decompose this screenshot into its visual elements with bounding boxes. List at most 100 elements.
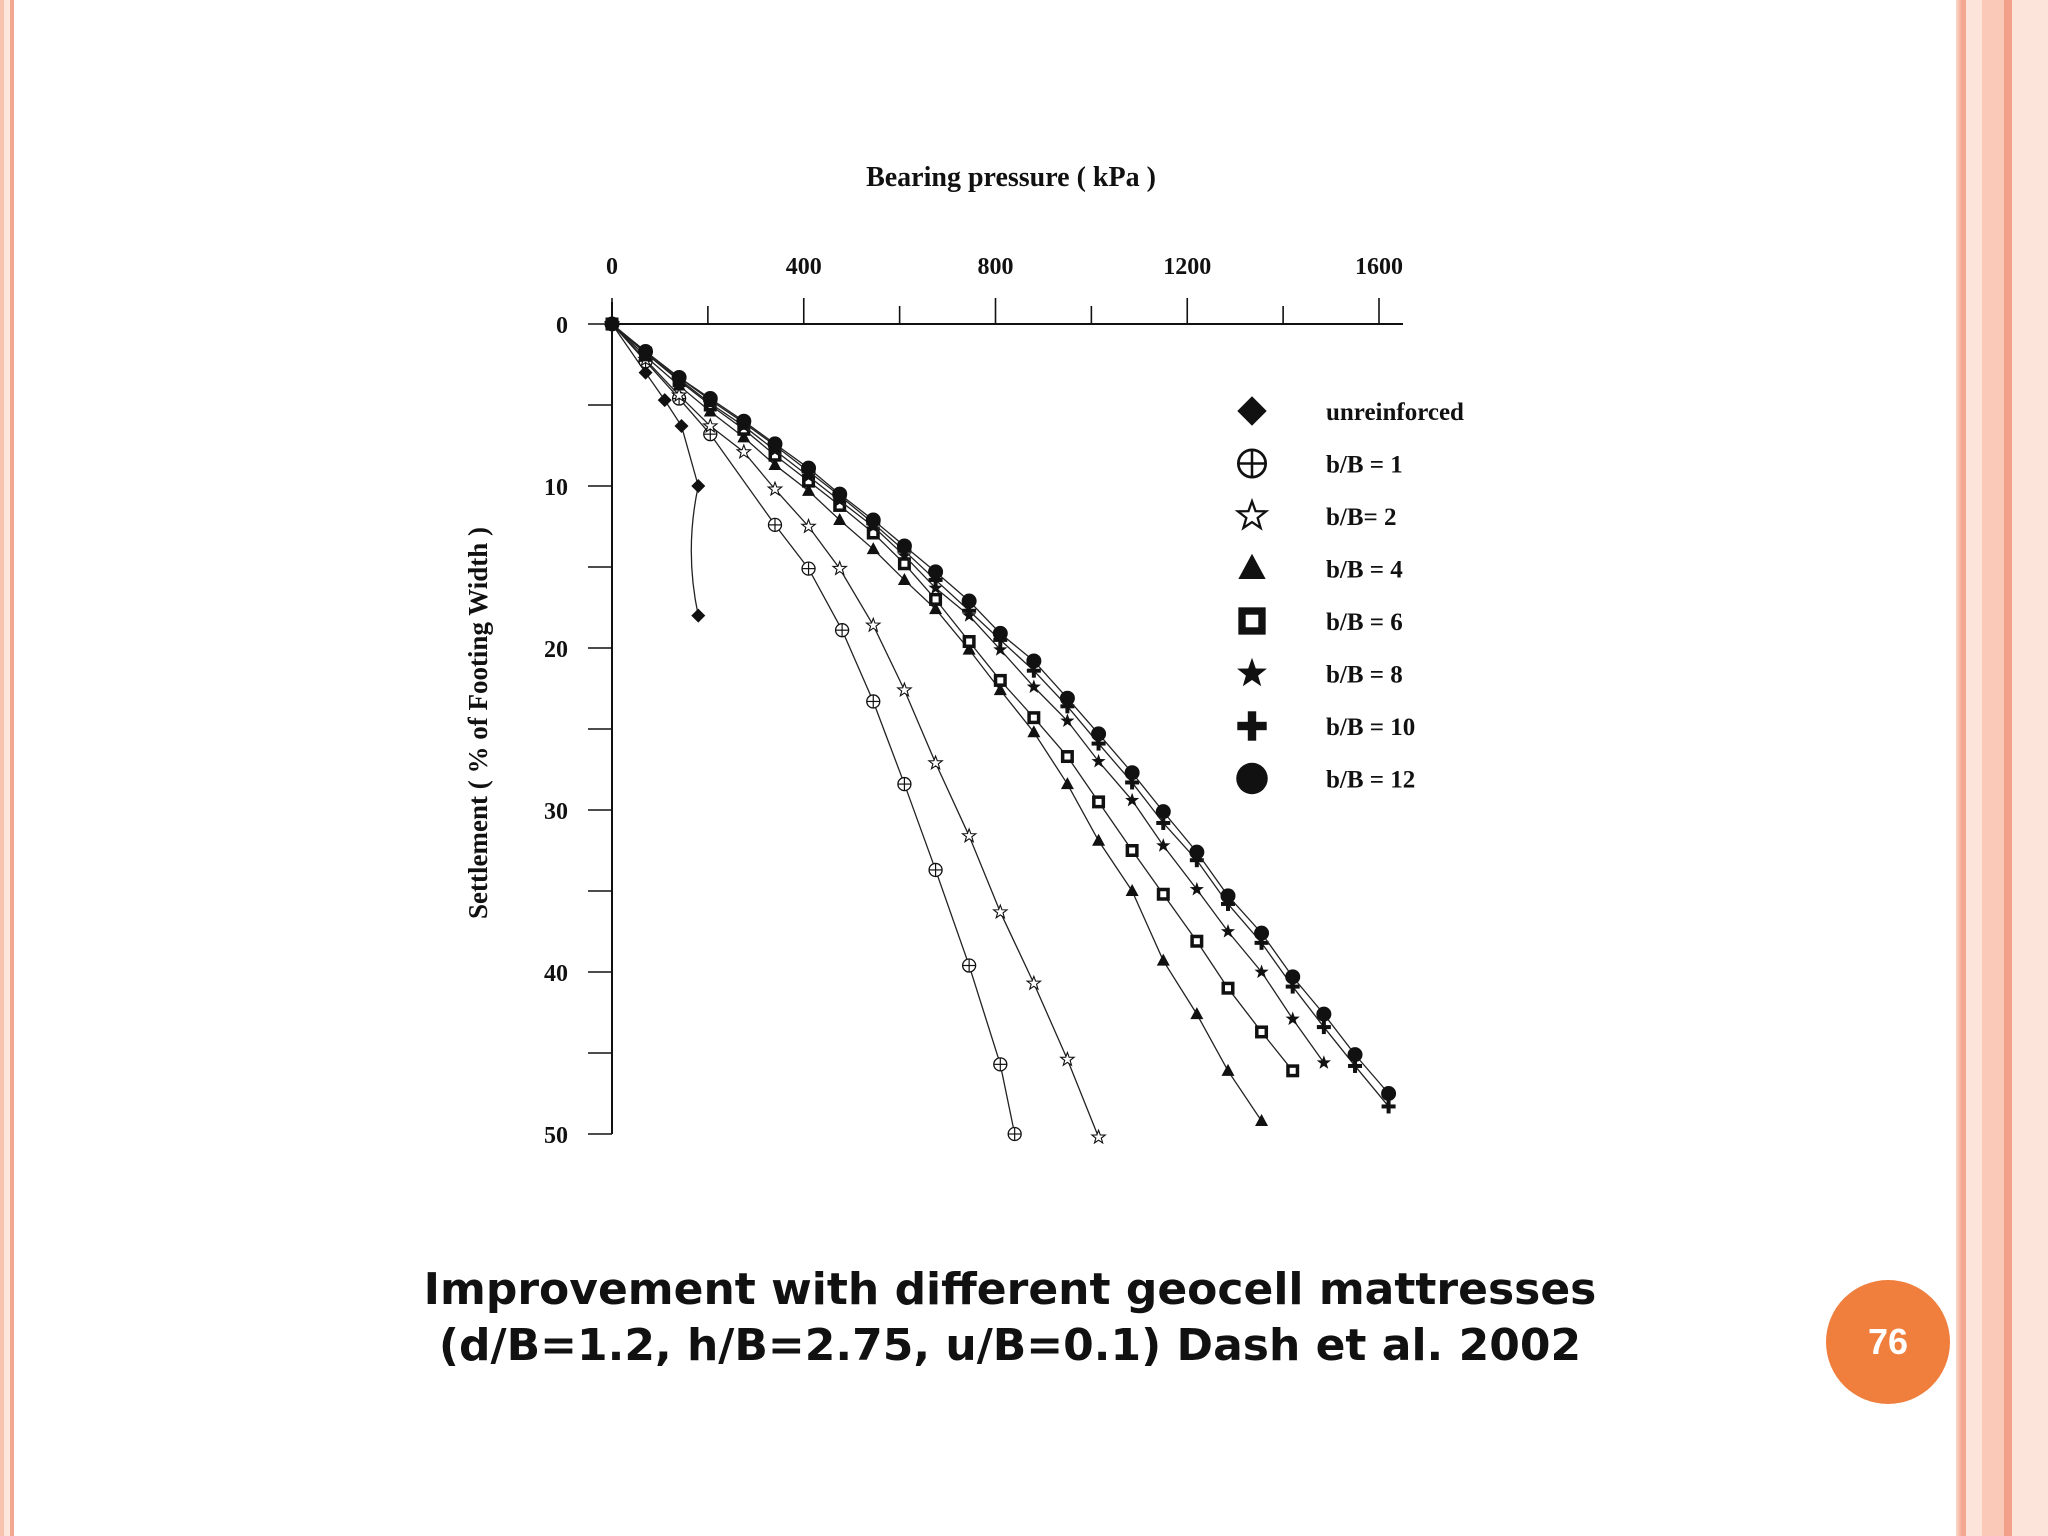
data-point-b-b-12 [992,625,1008,641]
legend-marker-b-b-8 [1237,657,1267,687]
data-point-b-b-12 [1189,844,1205,860]
left-border-decoration [0,0,22,1536]
legend-marker-b-b-6 [1238,607,1266,635]
data-point-b-b-2 [897,682,912,697]
data-point-b-b-6 [962,635,976,649]
data-point-b-b-2 [1091,1129,1106,1144]
data-point-b-b-12 [1155,804,1171,820]
data-point-b-b-12 [767,436,783,452]
x-tick-label: 400 [786,254,822,280]
axes: 0 400 800 1200 1600 0 10 20 30 40 50 [544,254,1403,1149]
data-point-b-b-1 [928,862,943,878]
data-point-b-b-4 [1156,953,1170,966]
data-point-b-b-12 [1220,888,1236,904]
x-tick-label: 800 [978,254,1014,280]
legend-label-b-b-8: b/B = 8 [1326,662,1403,689]
legend-label-unreinforced: unreinforced [1326,399,1464,426]
data-point-b-b-6 [897,557,911,571]
data-point-b-b-1 [897,776,912,792]
data-point-b-b-1 [834,623,850,638]
data-point-b-b-1 [993,1057,1008,1072]
data-point-b-b-8 [1220,924,1236,938]
caption-line-1: Improvement with different geocell mattr… [423,1264,1597,1315]
data-point-b-b-12 [896,538,912,554]
x-tick-label: 0 [606,254,618,280]
caption-line-2: (d/B=1.2, h/B=2.75, u/B=0.1) Dash et al.… [438,1320,1582,1371]
data-point-b-b-6 [1125,844,1139,857]
data-point-b-b-1 [767,517,783,533]
legend-label-b-b-1: b/B = 1 [1326,452,1403,479]
data-point-b-b-12 [1347,1047,1363,1063]
data-point-b-b-4 [1092,833,1106,846]
page-number-badge: 76 [1826,1280,1950,1404]
series-line-b-b-10 [611,323,1390,1107]
y-axis-title: Settlement ( % of Footing Width ) [463,527,493,919]
data-point-b-b-8 [1156,838,1171,852]
legend-marker-b-b-10 [1237,711,1267,741]
data-point-b-b-4 [833,513,847,526]
series-line-b-b-8 [611,323,1325,1064]
data-point-unreinforced [657,393,672,408]
data-point-b-b-6 [1286,1064,1300,1078]
data-point-b-b-12 [1316,1006,1332,1022]
legend-marker-unreinforced [1237,396,1267,426]
data-point-b-b-12 [865,512,881,528]
data-point-b-b-8 [1285,1011,1300,1026]
series-layer [604,316,1397,1144]
series-line-unreinforced [611,323,699,616]
legend-marker-b-b-2 [1236,500,1268,530]
data-point-b-b-12 [1381,1086,1397,1101]
data-point-unreinforced [674,419,689,434]
y-tick-label: 30 [544,799,568,825]
data-point-b-b-12 [1091,726,1107,742]
data-point-b-b-1 [866,694,881,709]
data-point-b-b-6 [1255,1025,1269,1039]
data-point-b-b-2 [866,617,881,632]
x-tick-label: 1600 [1355,254,1403,280]
data-point-b-b-12 [1124,765,1140,781]
slide-caption: Improvement with different geocell mattr… [300,1262,1720,1374]
data-point-unreinforced [691,479,706,493]
data-point-b-b-12 [671,369,687,385]
series-line-b-b-1 [611,323,1016,1135]
series-line-b-b-2 [611,323,1100,1138]
data-point-b-b-4 [1255,1114,1269,1127]
data-point-b-b-1 [1007,1126,1022,1142]
data-point-b-b-12 [801,460,817,476]
data-point-b-b-2 [928,755,943,770]
data-point-b-b-12 [1285,969,1301,985]
data-point-b-b-12 [1254,925,1270,941]
x-tick-label: 1200 [1163,254,1211,280]
data-point-b-b-12 [961,593,977,609]
data-point-unreinforced [691,608,706,623]
data-point-b-b-2 [1060,1051,1075,1066]
data-point-b-b-4 [1125,884,1139,896]
data-point-b-b-6 [1027,711,1041,725]
legend-label-b-b-4: b/B = 4 [1326,557,1403,584]
y-tick-label: 50 [544,1123,568,1149]
data-point-b-b-6 [1092,795,1106,809]
legend-marker-b-b-12 [1236,762,1268,795]
data-point-b-b-2 [993,904,1008,919]
legend-label-b-b-2: b/B= 2 [1326,504,1397,531]
legend-marker-b-b-4 [1238,553,1266,579]
data-point-b-b-12 [736,413,752,429]
series-line-b-b-4 [611,323,1263,1122]
data-point-b-b-12 [702,391,718,407]
data-point-b-b-2 [1026,975,1042,990]
data-point-b-b-1 [801,561,816,576]
data-point-b-b-1 [961,958,977,973]
data-point-b-b-6 [1060,750,1074,764]
data-point-b-b-2 [736,444,752,459]
legend: unreinforced b/B = 1 b/B= 2 b/B = 4 b/B = 6 b… [1236,396,1464,795]
legend-marker-b-b-1 [1236,448,1268,479]
data-point-b-b-6 [1156,887,1170,901]
legend-label-b-b-10: b/B = 10 [1326,714,1415,741]
data-point-b-b-4 [866,542,880,555]
data-point-b-b-8 [1316,1055,1331,1069]
x-axis-title: Bearing pressure ( kPa ) [866,162,1156,193]
data-point-b-b-6 [993,673,1007,687]
y-tick-label: 40 [544,961,568,987]
series-line-b-b-6 [611,323,1294,1072]
